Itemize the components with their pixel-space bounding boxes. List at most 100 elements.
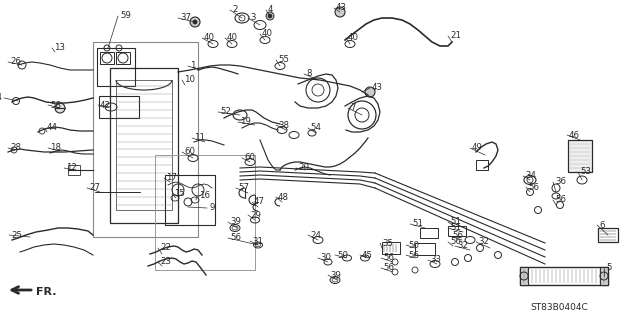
- Text: 21: 21: [450, 32, 461, 41]
- Text: 60: 60: [244, 153, 255, 162]
- Text: 23: 23: [160, 257, 171, 266]
- Text: 50: 50: [408, 241, 419, 249]
- Text: 17: 17: [166, 174, 177, 182]
- Bar: [448, 226, 466, 236]
- Text: 50: 50: [337, 250, 348, 259]
- Text: 9: 9: [209, 204, 214, 212]
- Text: 42: 42: [100, 100, 111, 109]
- Text: 51: 51: [412, 219, 423, 228]
- Text: 40: 40: [204, 33, 215, 42]
- Text: 43: 43: [336, 4, 347, 12]
- Text: 37: 37: [180, 13, 191, 23]
- Text: 15: 15: [174, 189, 185, 198]
- Text: ST83B0404C: ST83B0404C: [530, 303, 588, 313]
- Text: 2: 2: [232, 5, 237, 14]
- Text: 58: 58: [50, 100, 61, 109]
- Bar: [93, 42, 198, 237]
- Circle shape: [335, 7, 345, 17]
- Text: 31: 31: [252, 236, 263, 246]
- Circle shape: [268, 14, 272, 18]
- Bar: [600, 267, 608, 285]
- Text: 56: 56: [383, 263, 394, 272]
- Bar: [520, 267, 528, 285]
- Text: 24: 24: [310, 231, 321, 240]
- Text: 14: 14: [0, 93, 2, 102]
- Text: 56: 56: [555, 196, 566, 204]
- Text: 30: 30: [320, 254, 331, 263]
- Text: 19: 19: [240, 117, 251, 127]
- Text: 25: 25: [11, 231, 22, 240]
- Text: 29: 29: [250, 211, 261, 219]
- Bar: [420, 228, 438, 238]
- Text: 39: 39: [230, 218, 241, 226]
- Text: 40: 40: [348, 33, 359, 42]
- Bar: [97, 48, 135, 86]
- Text: 44: 44: [47, 123, 58, 132]
- Text: 34: 34: [525, 172, 536, 181]
- Text: 57: 57: [238, 183, 249, 192]
- Text: 56: 56: [230, 234, 241, 242]
- Text: 13: 13: [54, 43, 65, 53]
- Text: 1: 1: [190, 62, 195, 70]
- Text: 7: 7: [350, 103, 355, 113]
- Bar: [382, 242, 400, 254]
- Text: 43: 43: [372, 84, 383, 93]
- Text: 33: 33: [430, 256, 441, 264]
- Circle shape: [190, 17, 200, 27]
- Text: 28: 28: [10, 144, 21, 152]
- Text: 48: 48: [278, 192, 289, 202]
- Text: 27: 27: [89, 183, 100, 192]
- Text: 22: 22: [160, 243, 171, 253]
- Text: 35: 35: [382, 239, 393, 248]
- Text: 38: 38: [278, 121, 289, 130]
- Bar: [68, 165, 80, 175]
- Text: 3: 3: [250, 13, 255, 23]
- Bar: [116, 80, 172, 210]
- Bar: [568, 140, 592, 172]
- Text: 53: 53: [580, 167, 591, 176]
- Bar: [598, 228, 618, 242]
- Text: 36: 36: [555, 177, 566, 187]
- Text: 46: 46: [569, 130, 580, 139]
- Text: 18: 18: [50, 144, 61, 152]
- Circle shape: [55, 103, 65, 113]
- Text: 4: 4: [268, 5, 273, 14]
- Bar: [415, 243, 435, 255]
- Text: 32: 32: [478, 238, 489, 247]
- Text: 47: 47: [254, 197, 265, 206]
- Bar: [110, 68, 178, 223]
- Circle shape: [266, 12, 274, 20]
- Text: 40: 40: [227, 33, 238, 42]
- Text: 5: 5: [606, 263, 611, 272]
- Bar: [520, 267, 608, 285]
- Text: 40: 40: [262, 29, 273, 39]
- Text: 60: 60: [184, 147, 195, 157]
- Text: FR.: FR.: [36, 287, 56, 297]
- Text: 56: 56: [452, 232, 463, 241]
- Text: 6: 6: [599, 220, 605, 229]
- Bar: [155, 155, 255, 270]
- Bar: [116, 52, 130, 64]
- Text: 56: 56: [408, 250, 419, 259]
- Text: 26: 26: [10, 57, 21, 66]
- Text: 56: 56: [528, 182, 539, 191]
- Text: 8: 8: [306, 70, 312, 78]
- Bar: [476, 160, 488, 170]
- Text: 10: 10: [184, 76, 195, 85]
- Text: 52: 52: [220, 108, 231, 116]
- Text: 51: 51: [450, 218, 461, 226]
- Text: 39: 39: [330, 271, 341, 279]
- Text: 45: 45: [362, 250, 373, 259]
- Text: 56: 56: [450, 238, 461, 247]
- Text: 55: 55: [278, 56, 289, 64]
- Text: 49: 49: [472, 144, 483, 152]
- Text: 51: 51: [450, 224, 461, 233]
- Text: 11: 11: [194, 133, 205, 143]
- Text: 54: 54: [310, 123, 321, 132]
- Text: 56: 56: [383, 254, 394, 263]
- Circle shape: [193, 20, 197, 24]
- Bar: [165, 175, 215, 225]
- Text: 12: 12: [66, 164, 77, 173]
- Circle shape: [365, 87, 375, 97]
- Text: 16: 16: [199, 191, 210, 201]
